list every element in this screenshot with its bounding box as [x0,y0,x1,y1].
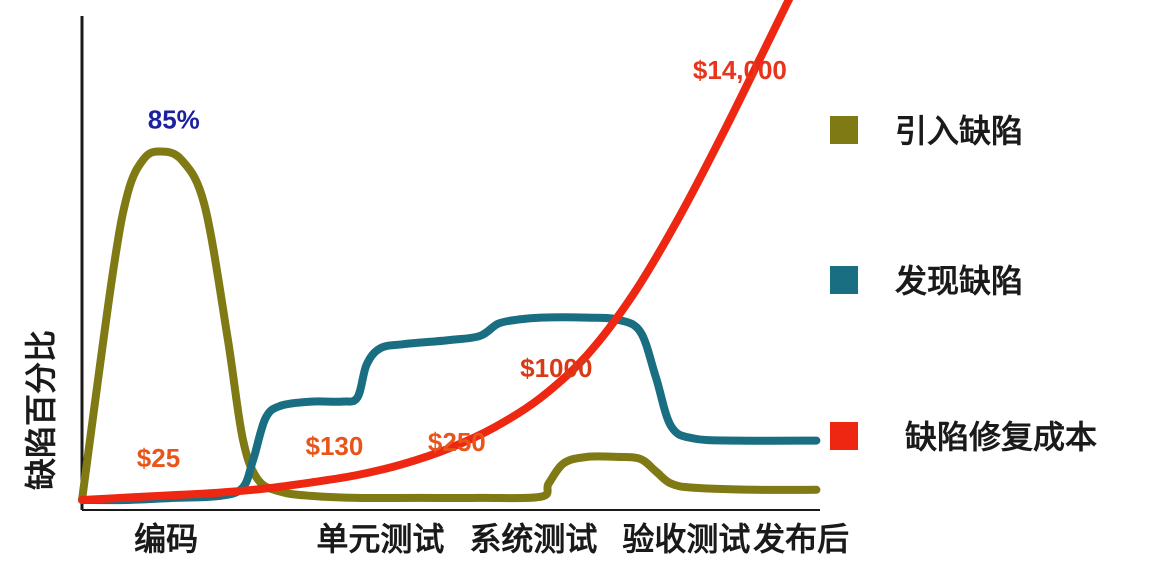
legend-label: 引入缺陷 [895,112,1023,150]
legend-label: 发现缺陷 [895,262,1023,300]
data-label: $14,000 [693,55,787,85]
x-tick-labels: 编码 单元测试 系统测试 验收测试 发布后 [134,520,849,558]
annotations: 85% $25 $130 $250 $1000 $14,000 [137,55,787,473]
legend-swatch [830,116,858,144]
x-tick-label: 验收测试 [622,520,750,558]
data-label: $1000 [520,353,592,383]
x-tick-label: 编码 [134,520,198,558]
data-label: $250 [428,427,486,457]
data-label: $25 [137,443,180,473]
legend-swatch [830,266,858,294]
series-layer [78,0,821,505]
x-tick-label: 系统测试 [469,520,597,558]
x-tick-label: 发布后 [753,520,849,558]
axes [80,16,820,511]
legend-label: 缺陷修复成本 [905,418,1097,456]
y-axis-label: 缺陷百分比 [22,330,60,490]
series-line-2 [78,313,821,505]
data-label: 85% [148,105,200,135]
x-tick-label: 单元测试 [316,520,444,558]
legend-swatch [830,422,858,450]
series-line-3 [78,0,794,504]
data-label: $130 [306,431,364,461]
series-line-1 [78,147,821,504]
